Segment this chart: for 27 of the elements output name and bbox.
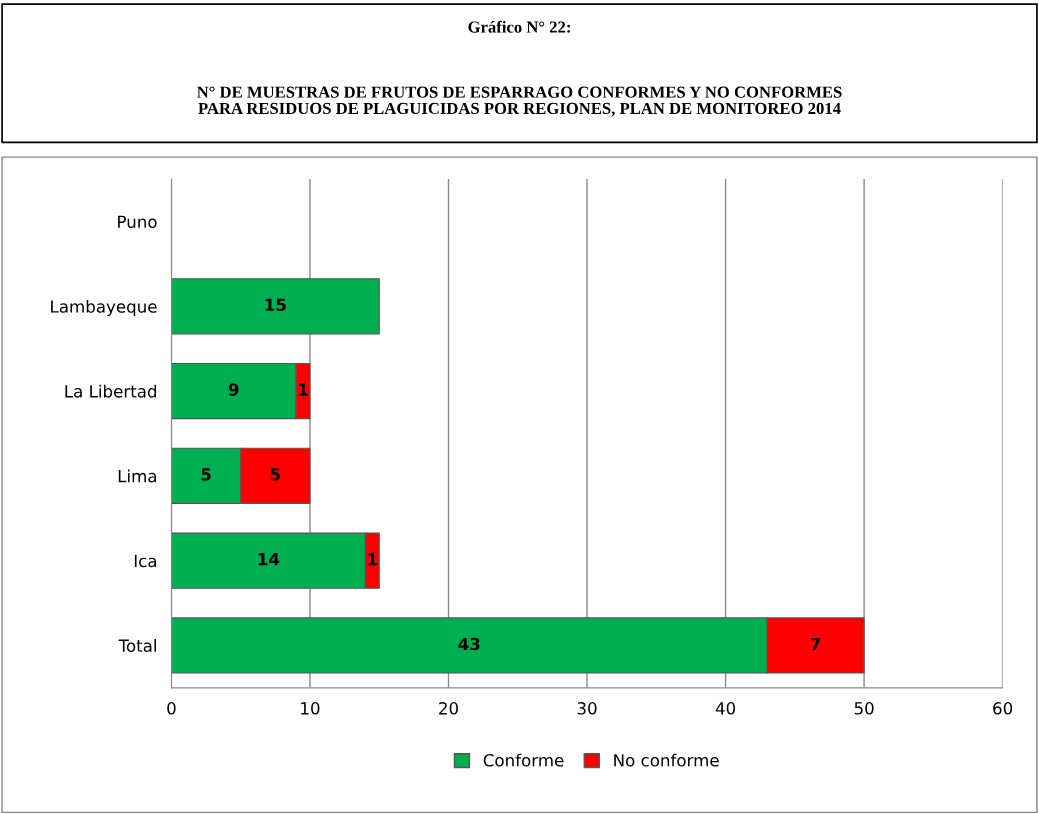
data-label: 15 bbox=[265, 298, 286, 312]
data-label: 1 bbox=[368, 553, 377, 566]
y-tick-label: Lambayeque bbox=[51, 299, 157, 317]
data-label: 5 bbox=[201, 468, 211, 481]
bar bbox=[171, 278, 380, 335]
data-label: 1 bbox=[299, 383, 308, 396]
y-tick-label: Total bbox=[118, 639, 156, 652]
chart-subtitle: N° DE MUESTRAS DE FRUTOS DE ESPARRAGO CONFORMES Y NO CONFORMES PARA RESIDUOS DE PLAGUICIDAS POR REGIONES, PLAN DE MONITOREO 2014 bbox=[197, 86, 842, 117]
x-tick-label: 20 bbox=[439, 702, 458, 715]
x-tick-label: 10 bbox=[301, 702, 320, 715]
x-tick-label: 50 bbox=[854, 702, 874, 715]
x-tick-label: 0 bbox=[167, 702, 176, 715]
data-label: 9 bbox=[228, 383, 239, 396]
chart-title: Gráfico N° 22: bbox=[468, 20, 570, 33]
legend-label: No conforme bbox=[614, 753, 719, 767]
legend-label: Conforme bbox=[483, 753, 564, 767]
y-tick-label: Lima bbox=[118, 469, 157, 483]
data-label: 14 bbox=[258, 553, 280, 566]
data-label: 43 bbox=[458, 637, 480, 651]
y-tick-label: La Libertad bbox=[65, 384, 157, 398]
x-tick-label: 60 bbox=[993, 702, 1013, 715]
y-tick-label: Ica bbox=[134, 554, 157, 568]
data-label: 7 bbox=[810, 637, 821, 651]
data-label: 5 bbox=[270, 468, 280, 481]
y-tick-label: Puno bbox=[118, 215, 157, 229]
x-tick-label: 30 bbox=[577, 702, 597, 715]
x-tick-label: 40 bbox=[715, 702, 736, 715]
